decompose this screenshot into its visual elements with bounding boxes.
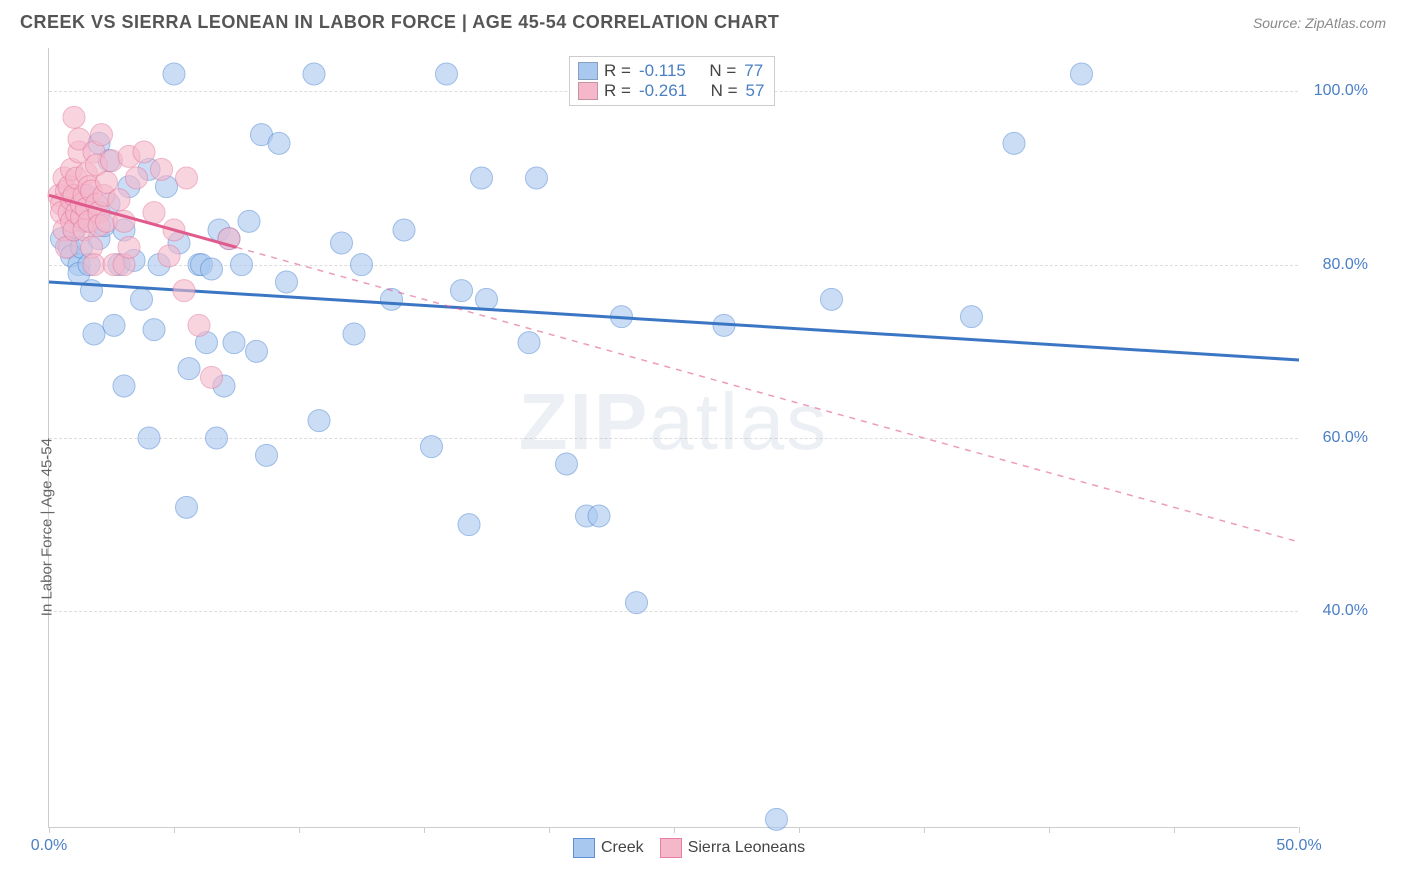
scatter-point bbox=[223, 332, 245, 354]
scatter-point bbox=[176, 496, 198, 518]
scatter-point bbox=[83, 323, 105, 345]
scatter-point bbox=[133, 141, 155, 163]
legend-label: Sierra Leoneans bbox=[688, 839, 805, 857]
legend-swatch bbox=[578, 62, 598, 80]
n-value: 77 bbox=[742, 61, 765, 81]
scatter-point bbox=[1003, 132, 1025, 154]
scatter-point bbox=[201, 366, 223, 388]
scatter-point bbox=[393, 219, 415, 241]
scatter-point bbox=[308, 410, 330, 432]
n-value: 57 bbox=[744, 81, 767, 101]
legend-label: Creek bbox=[601, 839, 644, 857]
scatter-point bbox=[381, 288, 403, 310]
scatter-point bbox=[63, 106, 85, 128]
scatter-point bbox=[201, 258, 223, 280]
scatter-point bbox=[126, 167, 148, 189]
r-label: R = bbox=[604, 81, 631, 101]
legend-swatch bbox=[578, 82, 598, 100]
legend-swatch bbox=[573, 838, 595, 858]
scatter-point bbox=[238, 210, 260, 232]
scatter-point bbox=[83, 254, 105, 276]
scatter-point bbox=[143, 202, 165, 224]
y-tick-label: 80.0% bbox=[1308, 256, 1368, 274]
chart-container: CREEK VS SIERRA LEONEAN IN LABOR FORCE |… bbox=[0, 0, 1406, 892]
scatter-point bbox=[961, 306, 983, 328]
scatter-point bbox=[113, 375, 135, 397]
y-tick-label: 60.0% bbox=[1308, 429, 1368, 447]
scatter-point bbox=[471, 167, 493, 189]
scatter-point bbox=[476, 288, 498, 310]
bottom-legend: Creek Sierra Leoneans bbox=[573, 838, 805, 858]
x-tick-label: 50.0% bbox=[1276, 837, 1321, 855]
scatter-point bbox=[118, 236, 140, 258]
scatter-point bbox=[1071, 63, 1093, 85]
x-tick-mark bbox=[1299, 827, 1300, 833]
scatter-point bbox=[206, 427, 228, 449]
legend-item: Creek bbox=[573, 838, 644, 858]
scatter-point bbox=[188, 314, 210, 336]
scatter-point bbox=[821, 288, 843, 310]
scatter-point bbox=[231, 254, 253, 276]
scatter-point bbox=[256, 444, 278, 466]
scatter-point bbox=[268, 132, 290, 154]
scatter-point bbox=[276, 271, 298, 293]
scatter-point bbox=[138, 427, 160, 449]
legend-stats-row: R = -0.115 N = 77 bbox=[578, 61, 766, 81]
scatter-point bbox=[626, 592, 648, 614]
scatter-point bbox=[436, 63, 458, 85]
scatter-point bbox=[588, 505, 610, 527]
legend-swatch bbox=[660, 838, 682, 858]
n-label: N = bbox=[709, 61, 736, 81]
scatter-point bbox=[151, 158, 173, 180]
legend-stats-row: R = -0.261 N = 57 bbox=[578, 81, 766, 101]
plot-area: In Labor Force | Age 45-54 ZIPatlas R =-… bbox=[48, 48, 1298, 828]
y-tick-label: 40.0% bbox=[1308, 602, 1368, 620]
scatter-point bbox=[766, 808, 788, 830]
plot-svg bbox=[49, 48, 1299, 828]
scatter-point bbox=[246, 340, 268, 362]
scatter-point bbox=[331, 232, 353, 254]
scatter-point bbox=[176, 167, 198, 189]
scatter-point bbox=[556, 453, 578, 475]
title-bar: CREEK VS SIERRA LEONEAN IN LABOR FORCE |… bbox=[20, 12, 1386, 33]
scatter-point bbox=[163, 63, 185, 85]
scatter-point bbox=[303, 63, 325, 85]
r-value: -0.115 bbox=[637, 61, 688, 81]
scatter-point bbox=[518, 332, 540, 354]
scatter-point bbox=[351, 254, 373, 276]
scatter-point bbox=[451, 280, 473, 302]
scatter-point bbox=[108, 189, 130, 211]
scatter-point bbox=[178, 358, 200, 380]
x-tick-label: 0.0% bbox=[31, 837, 67, 855]
scatter-point bbox=[158, 245, 180, 267]
scatter-point bbox=[421, 436, 443, 458]
n-label: N = bbox=[711, 81, 738, 101]
r-label: R = bbox=[604, 61, 631, 81]
scatter-point bbox=[103, 314, 125, 336]
scatter-point bbox=[343, 323, 365, 345]
scatter-point bbox=[143, 319, 165, 341]
scatter-point bbox=[173, 280, 195, 302]
chart-title: CREEK VS SIERRA LEONEAN IN LABOR FORCE |… bbox=[20, 12, 779, 33]
scatter-point bbox=[526, 167, 548, 189]
r-value: -0.261 bbox=[637, 81, 689, 101]
legend-stats-box: R =-0.115 N =77R =-0.261 N =57 bbox=[569, 56, 775, 106]
scatter-point bbox=[91, 124, 113, 146]
y-tick-label: 100.0% bbox=[1308, 82, 1368, 100]
legend-item: Sierra Leoneans bbox=[660, 838, 805, 858]
source-label: Source: ZipAtlas.com bbox=[1253, 15, 1386, 31]
scatter-point bbox=[458, 514, 480, 536]
scatter-point bbox=[131, 288, 153, 310]
